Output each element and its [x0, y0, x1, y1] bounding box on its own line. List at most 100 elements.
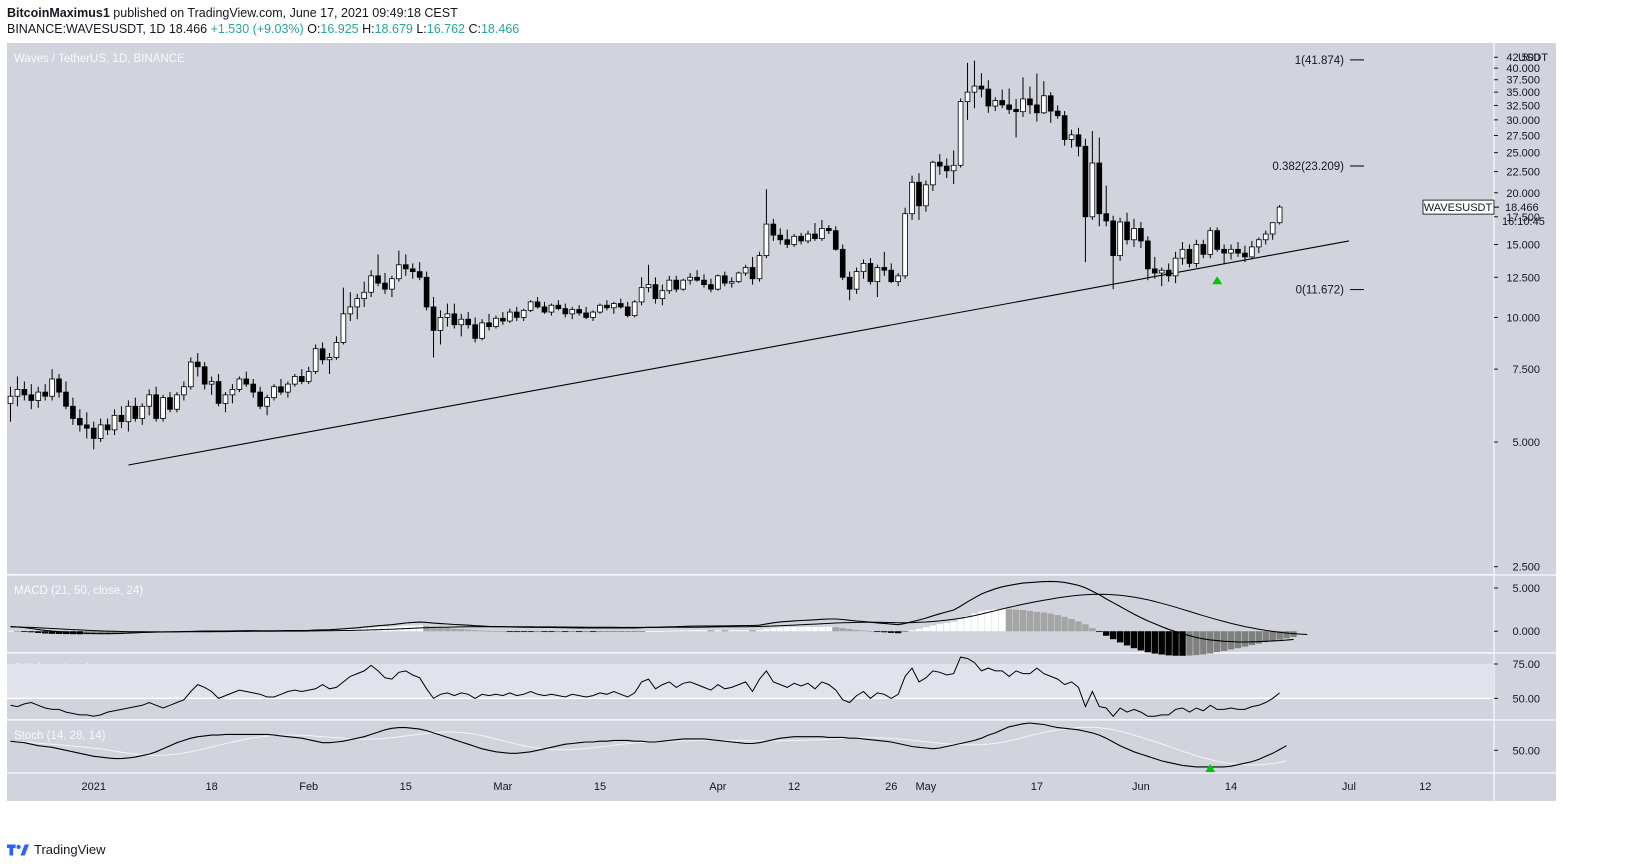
candle	[832, 226, 839, 251]
macd-histogram-bar	[811, 626, 819, 632]
candle	[666, 275, 673, 294]
footer-brand[interactable]: TradingView	[7, 842, 106, 857]
macd-histogram-bar	[1283, 631, 1290, 639]
candle	[943, 158, 950, 179]
candle-body	[569, 309, 576, 315]
candle	[777, 228, 784, 245]
price-tick-label: 10.000	[1506, 312, 1540, 324]
time-tick-label: Mar	[493, 781, 512, 793]
candle-body	[846, 276, 853, 290]
candle-body	[1068, 134, 1075, 140]
macd-histogram-bar	[742, 630, 749, 632]
candle	[916, 173, 922, 220]
candle-body	[957, 101, 964, 166]
candle	[583, 306, 589, 320]
macd-histogram-bar	[714, 630, 722, 632]
macd-histogram-bar	[14, 631, 21, 632]
candle	[451, 303, 458, 329]
candle-body	[874, 267, 881, 283]
candle	[1151, 256, 1158, 279]
candle-body	[208, 381, 215, 385]
price-tick-label: 22.500	[1506, 167, 1540, 179]
candle-body	[326, 357, 333, 361]
candle	[853, 267, 860, 294]
candle-body	[1061, 115, 1068, 140]
candle	[1276, 205, 1283, 225]
macd-histogram-bar	[860, 630, 867, 632]
macd-histogram	[7, 609, 1297, 656]
macd-histogram-bar	[97, 631, 104, 635]
macd-histogram-bar	[1200, 631, 1207, 655]
time-tick-label: 15	[400, 781, 412, 793]
candle	[1165, 263, 1172, 282]
candle-body	[90, 427, 97, 439]
candle-body	[673, 279, 680, 290]
candle	[416, 262, 423, 281]
candle	[645, 264, 652, 293]
candle	[1061, 111, 1068, 146]
candle-body	[63, 391, 69, 407]
candle-body	[701, 279, 707, 286]
candle	[465, 312, 472, 329]
candle-body	[964, 91, 971, 103]
candle	[708, 278, 714, 293]
candle	[278, 378, 284, 395]
candle-body	[118, 414, 125, 423]
candle-body	[715, 275, 721, 290]
candle-body	[271, 386, 277, 399]
macd-histogram-bar	[929, 625, 937, 632]
candle-body	[361, 291, 367, 300]
candle	[132, 397, 139, 422]
macd-histogram-bar	[465, 629, 472, 632]
time-tick-label: 18	[205, 781, 217, 793]
candle-body	[749, 267, 756, 280]
author-name[interactable]: BitcoinMaximus1	[7, 6, 110, 20]
currency-label: USDT	[1518, 52, 1548, 64]
candle-body	[534, 301, 541, 308]
macd-histogram-bar	[777, 627, 784, 632]
candle	[1214, 227, 1220, 252]
stoch-pane-title: Stoch (14, 28, 14)	[14, 730, 106, 742]
macd-histogram-bar	[1227, 631, 1235, 650]
macd-histogram-bar	[1179, 631, 1186, 656]
candle	[458, 313, 465, 337]
candle	[562, 303, 569, 318]
macd-histogram-bar	[21, 631, 28, 633]
candle-body	[617, 303, 624, 308]
candle-body	[555, 304, 562, 310]
bar-countdown: 16:10:45	[1502, 216, 1545, 228]
candle	[1269, 222, 1276, 240]
candle-body	[853, 271, 860, 290]
macd-histogram-bar	[1262, 631, 1269, 643]
macd-histogram-bar	[1123, 631, 1131, 646]
candle	[160, 394, 166, 422]
candle	[188, 357, 194, 390]
candle-body	[139, 405, 146, 419]
candle	[368, 270, 374, 298]
candle-body	[728, 281, 735, 284]
candle	[271, 384, 277, 401]
candle-body	[978, 85, 985, 90]
candle	[1089, 130, 1096, 220]
tradingview-logo-icon	[7, 844, 29, 855]
price-tick-label: 12.500	[1506, 272, 1540, 284]
candle-body	[312, 348, 319, 372]
candle	[791, 234, 797, 247]
macd-histogram-bar	[513, 631, 520, 633]
candle	[1047, 92, 1054, 123]
candle-body	[784, 239, 791, 245]
macd-histogram-bar	[451, 628, 458, 632]
candle-body	[97, 424, 104, 439]
candle	[382, 273, 388, 294]
candle	[319, 342, 326, 365]
candle-body	[1096, 162, 1103, 215]
macd-histogram-bar	[867, 631, 874, 632]
candle	[1186, 244, 1193, 268]
macd-histogram-bar	[35, 631, 42, 633]
candle-body	[1200, 244, 1207, 255]
macd-histogram-bar	[666, 630, 673, 632]
candle-body	[590, 311, 596, 318]
time-tick-label: 14	[1225, 781, 1237, 793]
candle	[21, 381, 28, 401]
